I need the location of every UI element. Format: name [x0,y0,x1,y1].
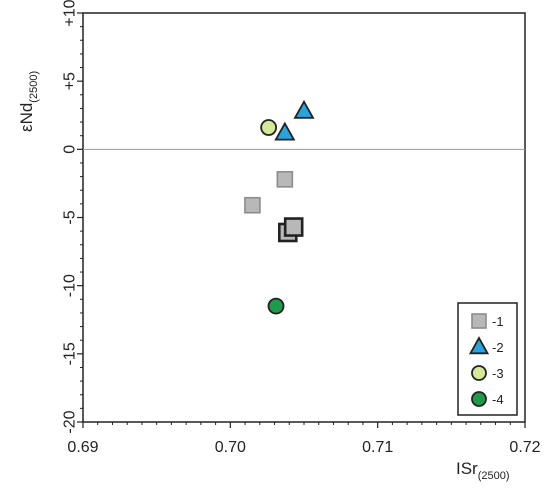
legend-item: -2 [468,336,504,355]
legend-box [457,302,518,416]
legend-marker-circle [471,365,487,381]
legend-label: -2 [492,340,504,355]
legend-marker-triangle [468,336,490,355]
data-point-triangle [293,99,315,119]
data-points [244,99,315,315]
legend-marker-circle [471,391,487,407]
data-point-circle [260,119,278,136]
legend-item: -1 [471,313,504,329]
legend-label: -3 [492,366,504,381]
x-axis-title: ISr(2500) [456,459,510,482]
x-axis: 0.69 0.70 0.71 0.72 [67,422,541,456]
y-axis: +10 +5 0 -5 -10 -15 -20 [62,0,83,434]
data-point-square [283,217,304,237]
y-tick-label: -20 [62,410,79,433]
y-axis-title: εNd(2500) [17,71,40,132]
x-tick-label: 0.69 [67,439,98,456]
legend: -1 -2 -3 -4 [457,302,518,416]
legend-item: -3 [471,365,504,381]
y-tick-label: -10 [62,274,79,297]
data-point-square [276,171,294,188]
y-tick-label: 0 [62,145,79,154]
legend-label: -4 [492,392,504,407]
data-point-triangle [274,121,296,141]
y-tick-label: -5 [62,210,79,224]
data-point-square [244,196,261,214]
y-tick-label: -15 [62,342,79,365]
y-tick-label: +10 [62,0,79,27]
legend-label: -1 [492,314,504,329]
x-tick-label: 0.70 [215,439,246,456]
y-tick-label: +5 [62,72,79,90]
x-tick-label: 0.72 [509,439,540,456]
legend-marker-square [471,313,487,329]
x-tick-label: 0.71 [362,439,393,456]
data-point-circle [267,297,285,315]
legend-item: -4 [471,391,504,407]
